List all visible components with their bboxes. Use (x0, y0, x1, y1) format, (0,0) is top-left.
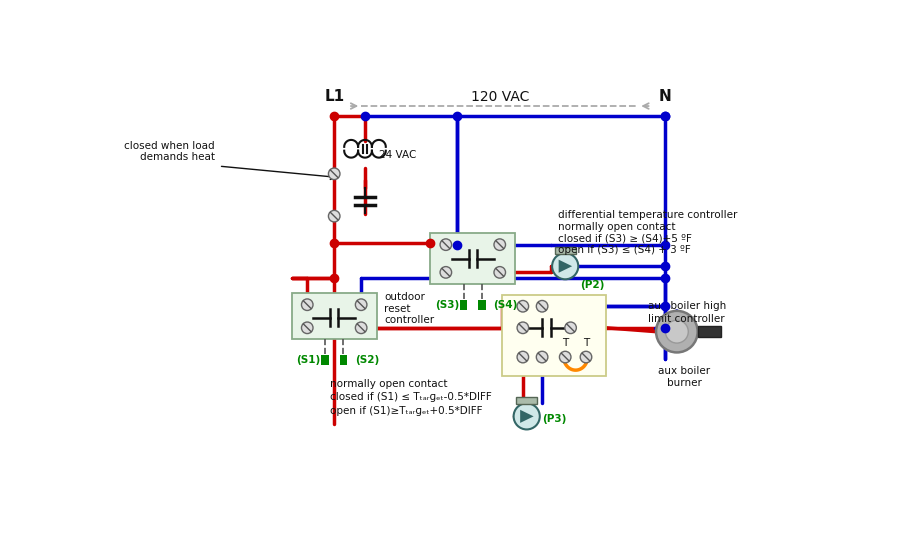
Text: aux boiler high: aux boiler high (648, 301, 726, 311)
Text: (S4): (S4) (493, 300, 518, 310)
Text: (S3): (S3) (435, 300, 459, 310)
Circle shape (552, 253, 579, 279)
Text: open if (S3) ≤ (S4) + 3 ºF: open if (S3) ≤ (S4) + 3 ºF (557, 245, 690, 255)
Circle shape (580, 351, 592, 363)
Polygon shape (559, 260, 572, 273)
Bar (460, 300, 467, 310)
Text: closed when load
demands heat: closed when load demands heat (124, 141, 215, 162)
Text: (P3): (P3) (542, 415, 566, 425)
Bar (321, 355, 328, 365)
Circle shape (302, 299, 313, 310)
Circle shape (356, 322, 367, 333)
Circle shape (494, 239, 506, 250)
Bar (698, 326, 721, 337)
Text: aux boiler
burner: aux boiler burner (659, 366, 711, 388)
Circle shape (514, 403, 540, 430)
Bar (517, 397, 537, 404)
Circle shape (328, 168, 340, 179)
Circle shape (302, 322, 313, 333)
Text: limit controller: limit controller (648, 314, 725, 324)
Polygon shape (520, 410, 534, 423)
Text: 24 VAC: 24 VAC (379, 150, 416, 160)
Circle shape (518, 322, 528, 333)
Text: normally open contact: normally open contact (557, 222, 675, 232)
Circle shape (665, 320, 688, 343)
Text: 120 VAC: 120 VAC (471, 90, 529, 104)
Text: open if (S1)≥Tₜₐᵣɡₑₜ+0.5*DIFF: open if (S1)≥Tₜₐᵣɡₑₜ+0.5*DIFF (330, 405, 482, 416)
Circle shape (518, 351, 528, 363)
Bar (554, 247, 576, 254)
Circle shape (536, 300, 548, 312)
FancyBboxPatch shape (501, 295, 606, 376)
Text: outdoor
reset
controller: outdoor reset controller (384, 292, 435, 325)
Circle shape (440, 239, 452, 250)
Circle shape (536, 351, 548, 363)
FancyBboxPatch shape (430, 233, 515, 284)
Circle shape (560, 351, 571, 363)
Bar (478, 300, 486, 310)
Text: T: T (562, 338, 568, 348)
Circle shape (494, 267, 506, 278)
Text: (S1): (S1) (296, 355, 320, 365)
Bar (339, 355, 347, 365)
Text: normally open contact: normally open contact (330, 379, 448, 389)
Circle shape (440, 267, 452, 278)
Text: N: N (659, 89, 671, 104)
Circle shape (328, 211, 340, 222)
Circle shape (518, 300, 528, 312)
FancyBboxPatch shape (292, 293, 376, 339)
Circle shape (565, 322, 576, 333)
Text: closed if (S3) ≥ (S4)+5 ºF: closed if (S3) ≥ (S4)+5 ºF (557, 233, 691, 244)
Text: (S2): (S2) (355, 355, 379, 365)
Text: (P2): (P2) (580, 280, 605, 290)
Text: L1: L1 (324, 89, 345, 104)
Text: differential temperature controller: differential temperature controller (557, 210, 737, 221)
Text: T: T (583, 338, 590, 348)
Circle shape (356, 299, 367, 310)
Text: closed if (S1) ≤ Tₜₐᵣɡₑₜ-0.5*DIFF: closed if (S1) ≤ Tₜₐᵣɡₑₜ-0.5*DIFF (330, 393, 492, 403)
Circle shape (656, 311, 698, 353)
